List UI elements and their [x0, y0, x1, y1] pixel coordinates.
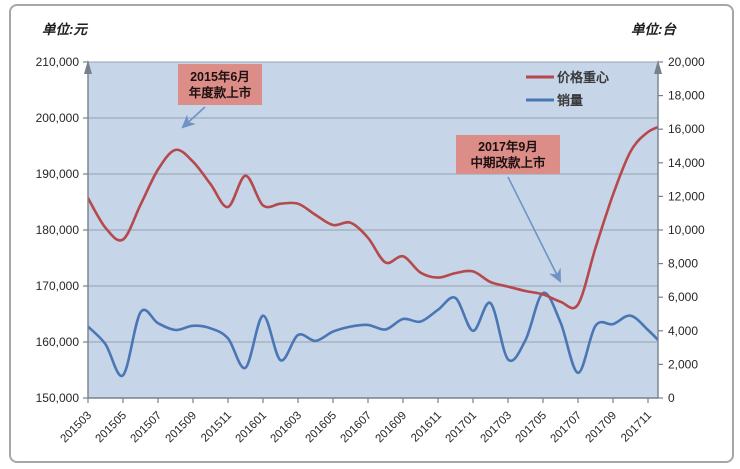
- x-axis-tick-label: 201707: [549, 410, 585, 446]
- right-axis-tick-label: 14,000: [668, 156, 705, 170]
- right-axis-tick-label: 0: [668, 391, 675, 405]
- annotation-2015-arrow: [181, 106, 206, 129]
- x-axis-tick-label: 201605: [304, 410, 340, 446]
- series-group: [88, 125, 658, 378]
- x-axis-tick-label: 201701: [444, 410, 480, 446]
- annotation-2015-line2: 年度款上市: [189, 85, 252, 100]
- annotation-2017-line1: 2017年9月: [478, 139, 538, 154]
- right-axis: 0 2,000 4,000 6,000 8,000 10,000 12,000 14,000 1…: [658, 55, 705, 405]
- right-axis-tick-label: 6,000: [668, 290, 698, 304]
- annotation-2015-box: [178, 64, 262, 105]
- x-axis-tick-label: 201609: [374, 410, 410, 446]
- x-axis-tick-label: 201511: [199, 410, 234, 445]
- left-axis-tick-label: 210,000: [36, 55, 80, 69]
- annotation-2017-box: [456, 135, 560, 174]
- annotation-2017-arrow: [507, 176, 561, 283]
- left-axis: 150,000 160,000 170,000 180,000 190,000 200,0…: [36, 55, 88, 405]
- right-axis-tick-label: 10,000: [668, 223, 705, 237]
- x-axis-tick-label: 201705: [514, 410, 550, 446]
- x-axis-tick-label: 201509: [164, 410, 200, 446]
- right-axis-unit-label: 单位:台: [631, 22, 677, 37]
- right-axis-tick-label: 2,000: [668, 357, 698, 371]
- legend-sales-label: 销量: [557, 93, 583, 108]
- legend-price-label: 价格重心: [557, 70, 609, 85]
- right-axis-tick-label: 20,000: [668, 55, 705, 69]
- annotation-2017-facelift: 2017年9月 中期改款上市: [456, 135, 561, 283]
- price-line-series: [88, 125, 658, 310]
- right-axis-tick-label: 4,000: [668, 324, 698, 338]
- annotation-2015-launch: 2015年6月 年度款上市: [178, 64, 262, 129]
- annotation-2015-line1: 2015年6月: [190, 69, 250, 84]
- right-axis-tick-label: 12,000: [668, 189, 705, 203]
- right-axis-tick-label: 18,000: [668, 89, 705, 103]
- x-axis-tick-label: 201603: [269, 410, 305, 446]
- left-axis-arrow-icon: [84, 60, 92, 74]
- legend: 价格重心 销量: [526, 70, 609, 108]
- left-axis-tick-label: 160,000: [36, 335, 80, 349]
- left-axis-tick-label: 180,000: [36, 223, 80, 237]
- left-axis-unit-label: 单位:元: [42, 22, 88, 37]
- x-axis-tick-label: 201607: [339, 410, 375, 446]
- left-axis-tick-label: 200,000: [36, 111, 80, 125]
- x-axis-tick-label: 201703: [479, 410, 515, 446]
- right-axis-tick-label: 16,000: [668, 122, 705, 136]
- right-axis-tick-label: 8,000: [668, 257, 698, 271]
- x-axis-tick-label: 201505: [94, 410, 130, 446]
- x-axis-tick-label: 201503: [59, 410, 95, 446]
- left-axis-tick-label: 190,000: [36, 167, 80, 181]
- right-axis-arrow-icon: [654, 60, 662, 74]
- x-axis-tick-label: 201709: [584, 410, 620, 446]
- left-axis-tick-label: 150,000: [36, 391, 80, 405]
- x-axis-tick-label: 201507: [129, 410, 165, 446]
- x-axis-tick-label: 201611: [409, 410, 444, 445]
- annotation-2017-line2: 中期改款上市: [470, 155, 546, 170]
- chart-frame: [9, 4, 734, 463]
- left-axis-tick-label: 170,000: [36, 279, 80, 293]
- x-axis-tick-label: 201711: [619, 410, 654, 445]
- sales-line-series: [88, 291, 658, 378]
- x-axis: 201503 201505 201507 201509 201511 201601 2016…: [59, 398, 654, 446]
- x-axis-tick-label: 201601: [234, 410, 270, 446]
